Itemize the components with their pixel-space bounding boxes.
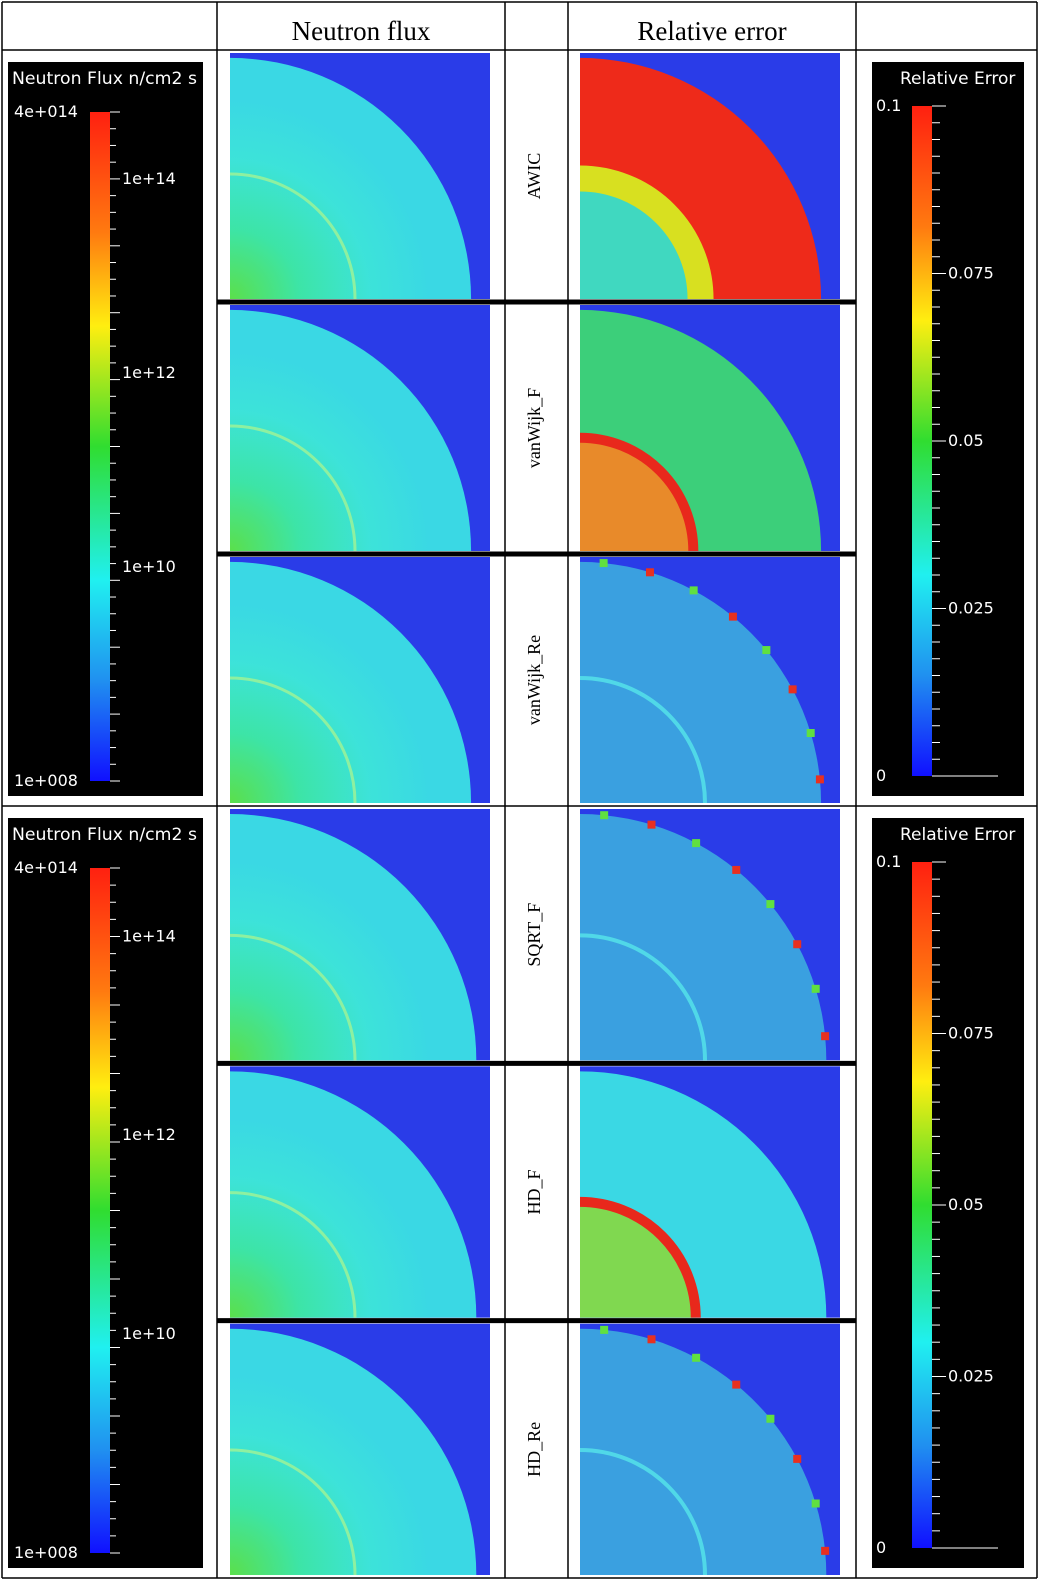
edge-cell <box>689 586 698 595</box>
flux-tick-label: 4e+014 <box>14 102 78 121</box>
flux-colorbar <box>90 868 110 1553</box>
edge-cell <box>766 900 775 909</box>
edge-cell <box>600 1325 609 1334</box>
flux-tick-label: 1e+14 <box>122 169 176 188</box>
edge-cell <box>728 612 737 621</box>
edge-cell <box>600 811 609 820</box>
column-header: Relative error <box>637 16 786 46</box>
edge-cell <box>766 1414 775 1423</box>
error-tick-label: 0.075 <box>948 1024 994 1043</box>
flux-tick-label: 1e+10 <box>122 557 176 576</box>
error-legend-box <box>872 818 1024 1568</box>
edge-cell <box>806 729 815 738</box>
flux-tick-label: 1e+12 <box>122 1125 176 1144</box>
edge-cell <box>647 1335 656 1344</box>
flux-tick-label: 4e+014 <box>14 858 78 877</box>
edge-cell <box>793 940 802 949</box>
flux-tick-label: 1e+12 <box>122 363 176 382</box>
edge-cell <box>815 775 824 784</box>
edge-cell <box>788 685 797 694</box>
edge-cell <box>821 1032 830 1041</box>
flux-tick-label: 1e+14 <box>122 927 176 946</box>
error-tick-label: 0.1 <box>876 852 901 871</box>
error-inner <box>580 1201 696 1318</box>
row-label: vanWijk_Re <box>524 635 544 725</box>
error-arc <box>579 933 707 1061</box>
edge-cell <box>811 984 820 993</box>
flux-legend-title: Neutron Flux n/cm2 s <box>12 825 197 845</box>
error-tick-label: 0.075 <box>948 264 994 283</box>
error-tick-label: 0.05 <box>948 1195 984 1214</box>
flux-core <box>230 603 430 803</box>
edge-cell <box>732 1380 741 1389</box>
edge-cell <box>647 820 656 829</box>
flux-arc <box>229 1191 357 1318</box>
edge-cell <box>762 646 771 655</box>
edge-cell <box>599 559 608 568</box>
flux-arc <box>229 933 357 1061</box>
flux-core <box>230 351 430 551</box>
error-tick-label: 0.05 <box>948 431 984 450</box>
flux-arc <box>229 172 357 300</box>
error-tick-label: 0 <box>876 1538 886 1557</box>
error-ring <box>579 1196 701 1318</box>
flux-core <box>230 99 430 299</box>
error-inner <box>580 178 701 299</box>
error-arc <box>579 676 707 804</box>
flux-core <box>230 1117 430 1318</box>
flux-core <box>230 1375 430 1575</box>
edge-cell <box>821 1546 830 1555</box>
error-region <box>580 561 822 803</box>
flux-colorbar <box>90 112 110 781</box>
row-label: HD_F <box>524 1169 544 1214</box>
column-header: Neutron flux <box>292 16 431 46</box>
row-label: vanWijk_F <box>524 388 544 468</box>
error-colorbar <box>912 862 932 1548</box>
row-label: HD_Re <box>524 1422 544 1477</box>
flux-arc <box>229 676 357 804</box>
error-colorbar <box>912 106 932 776</box>
error-legend-box <box>872 62 1024 796</box>
edge-cell <box>692 839 701 848</box>
error-ring <box>579 165 714 300</box>
edge-cell <box>732 865 741 874</box>
error-arc <box>579 1448 707 1576</box>
flux-arc <box>229 424 357 552</box>
flux-core <box>230 860 430 1061</box>
error-ring <box>579 432 699 552</box>
error-tick-label: 0.025 <box>948 1367 994 1386</box>
error-legend-title: Relative Error <box>900 69 1015 89</box>
flux-tick-label: 1e+10 <box>122 1324 176 1343</box>
error-tick-label: 0.025 <box>948 599 994 618</box>
error-legend-title: Relative Error <box>900 825 1015 845</box>
error-region <box>580 814 827 1061</box>
edge-cell <box>811 1499 820 1508</box>
edge-cell <box>793 1454 802 1463</box>
error-tick-label: 0.1 <box>876 96 901 115</box>
error-tick-label: 0 <box>876 766 886 785</box>
row-label: SQRT_F <box>524 903 544 967</box>
row-label: AWIC <box>524 153 544 200</box>
flux-tick-label: 1e+008 <box>14 771 78 790</box>
flux-legend-title: Neutron Flux n/cm2 s <box>12 69 197 89</box>
error-region <box>580 1328 827 1575</box>
flux-arc <box>229 1448 357 1576</box>
error-inner <box>580 437 694 551</box>
edge-cell <box>645 568 654 577</box>
edge-cell <box>692 1353 701 1362</box>
flux-tick-label: 1e+008 <box>14 1543 78 1562</box>
